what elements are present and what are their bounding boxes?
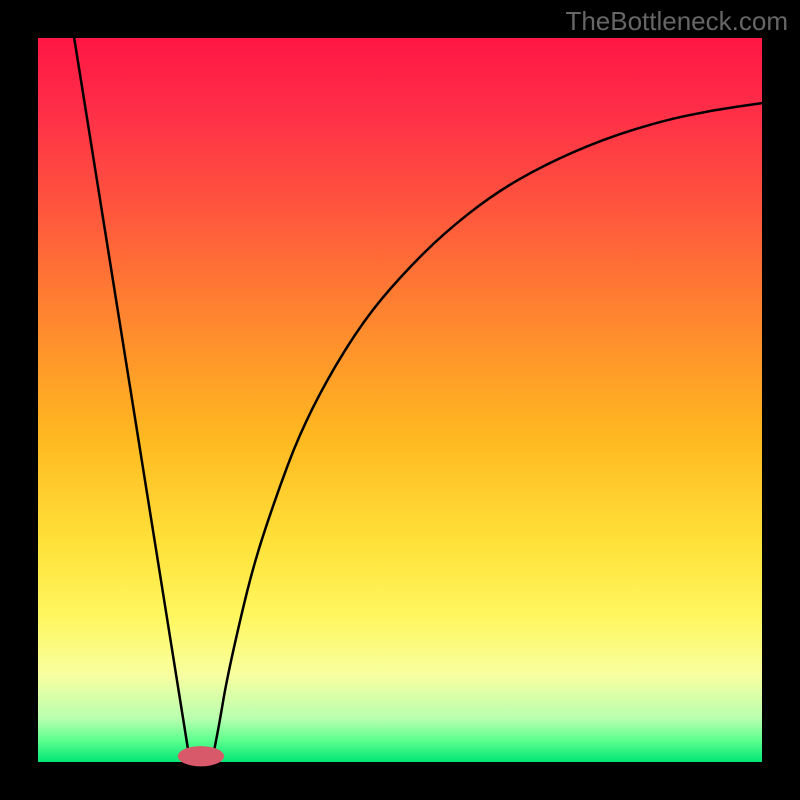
watermark-text: TheBottleneck.com bbox=[565, 6, 788, 37]
plot-area bbox=[38, 38, 762, 762]
bottleneck-chart bbox=[0, 0, 800, 800]
chart-container: TheBottleneck.com bbox=[0, 0, 800, 800]
optimal-point-marker bbox=[178, 746, 224, 766]
